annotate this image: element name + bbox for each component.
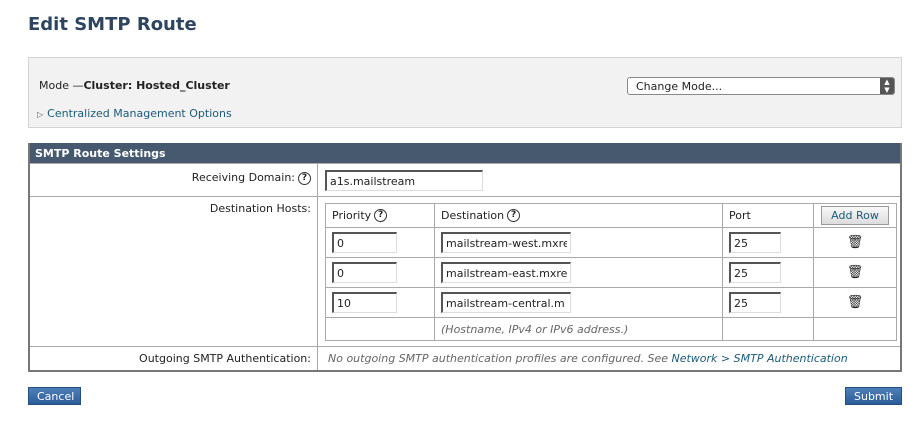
trash-icon[interactable]: 🗑 (813, 227, 897, 258)
trash-icon[interactable]: 🗑 (813, 257, 897, 288)
table-row: 🗑 (325, 287, 897, 318)
add-row-button[interactable]: Add Row (821, 206, 889, 225)
change-mode-select[interactable]: Change Mode... ▲ ▼ (627, 77, 895, 95)
receiving-domain-row: Receiving Domain:? (30, 163, 900, 196)
port-header: Port (722, 203, 814, 228)
port-input[interactable] (729, 292, 781, 313)
port-input[interactable] (729, 262, 781, 283)
expand-triangle-icon: ▷ (37, 110, 44, 119)
add-row-cell: Add Row (813, 203, 897, 228)
port-cell (722, 227, 814, 258)
header-text: Priority (332, 208, 372, 222)
help-icon[interactable]: ? (507, 209, 521, 223)
page-title: Edit SMTP Route (28, 14, 197, 35)
outgoing-auth-text: No outgoing SMTP authentication profiles… (328, 352, 848, 365)
table-header: Priority? Destination? Port Add Row (325, 203, 897, 228)
destination-input[interactable] (441, 292, 571, 313)
destination-hosts-table: Priority? Destination? Port Add Row 🗑 🗑 (325, 203, 897, 341)
destination-hosts-label: Destination Hosts: (30, 197, 318, 346)
priority-cell (325, 287, 435, 318)
outgoing-message: No outgoing SMTP authentication profiles… (328, 352, 672, 365)
change-mode-value: Change Mode... (636, 80, 723, 93)
header-text: Destination (441, 208, 505, 222)
empty-cell (325, 317, 435, 341)
destination-hosts-row: Destination Hosts: Priority? Destination… (30, 196, 900, 346)
help-icon[interactable]: ? (374, 209, 388, 223)
priority-cell (325, 257, 435, 288)
centralized-management-toggle[interactable]: ▷ Centralized Management Options (37, 107, 232, 120)
table-row: 🗑 (325, 227, 897, 258)
hint-row: (Hostname, IPv4 or IPv6 address.) (325, 317, 897, 341)
select-arrows-icon: ▲ ▼ (880, 78, 894, 94)
cancel-button[interactable]: Cancel (28, 387, 81, 405)
destination-cell (434, 257, 723, 288)
help-icon[interactable]: ? (298, 171, 311, 185)
smtp-route-settings: SMTP Route Settings Receiving Domain:? D… (28, 143, 902, 372)
trash-icon[interactable]: 🗑 (813, 287, 897, 318)
priority-input[interactable] (332, 262, 397, 283)
label-text: Receiving Domain: (191, 171, 295, 184)
mode-text: Mode —Cluster: Hosted_Cluster (39, 79, 230, 92)
destination-hint: (Hostname, IPv4 or IPv6 address.) (434, 317, 723, 341)
receiving-domain-input[interactable] (325, 170, 483, 191)
destination-header: Destination? (434, 203, 723, 228)
priority-input[interactable] (332, 232, 397, 253)
destination-cell (434, 227, 723, 258)
table-row: 🗑 (325, 257, 897, 288)
mode-panel: Mode —Cluster: Hosted_Cluster Change Mod… (28, 57, 902, 128)
outgoing-auth-label: Outgoing SMTP Authentication: (30, 347, 318, 370)
section-header: SMTP Route Settings (30, 143, 900, 163)
centralized-management-link[interactable]: Centralized Management Options (47, 107, 232, 120)
outgoing-auth-row: Outgoing SMTP Authentication: No outgoin… (30, 346, 900, 370)
destination-input[interactable] (441, 262, 571, 283)
empty-cell (722, 317, 814, 341)
mode-value: Cluster: Hosted_Cluster (83, 79, 230, 92)
smtp-authentication-link[interactable]: Network > SMTP Authentication (671, 352, 848, 365)
destination-input[interactable] (441, 232, 571, 253)
port-input[interactable] (729, 232, 781, 253)
port-cell (722, 257, 814, 288)
priority-header: Priority? (325, 203, 435, 228)
mode-label: Mode — (39, 79, 84, 92)
submit-button[interactable]: Submit (845, 387, 902, 405)
empty-cell (813, 317, 897, 341)
priority-cell (325, 227, 435, 258)
receiving-domain-label: Receiving Domain:? (30, 164, 318, 196)
destination-cell (434, 287, 723, 318)
port-cell (722, 287, 814, 318)
priority-input[interactable] (332, 292, 397, 313)
